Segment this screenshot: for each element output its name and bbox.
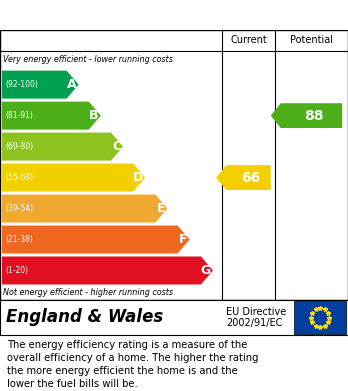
Text: (69-80): (69-80) (5, 142, 33, 151)
Text: The energy efficiency rating is a measure of the
overall efficiency of a home. T: The energy efficiency rating is a measur… (7, 340, 259, 389)
Text: Current: Current (230, 36, 267, 45)
Text: Potential: Potential (290, 36, 333, 45)
Text: (21-38): (21-38) (5, 235, 33, 244)
Polygon shape (2, 71, 79, 99)
Text: B: B (89, 109, 99, 122)
Text: (55-68): (55-68) (5, 173, 33, 182)
Text: G: G (201, 264, 211, 277)
Text: EU Directive
2002/91/EC: EU Directive 2002/91/EC (226, 307, 286, 328)
Text: 88: 88 (304, 109, 323, 123)
FancyBboxPatch shape (294, 301, 346, 334)
Polygon shape (2, 195, 167, 222)
Polygon shape (2, 102, 101, 129)
Polygon shape (2, 133, 123, 161)
Polygon shape (2, 226, 190, 253)
Polygon shape (271, 103, 342, 128)
Polygon shape (2, 163, 145, 192)
Text: D: D (133, 171, 143, 184)
Text: England & Wales: England & Wales (6, 308, 163, 326)
Text: C: C (112, 140, 121, 153)
Text: 66: 66 (241, 170, 260, 185)
Text: E: E (157, 202, 165, 215)
Text: Very energy efficient - lower running costs: Very energy efficient - lower running co… (3, 56, 173, 65)
Text: Energy Efficiency Rating: Energy Efficiency Rating (7, 7, 217, 23)
Text: Not energy efficient - higher running costs: Not energy efficient - higher running co… (3, 289, 173, 298)
Text: (1-20): (1-20) (5, 266, 28, 275)
Text: (39-54): (39-54) (5, 204, 33, 213)
Text: F: F (179, 233, 188, 246)
Polygon shape (216, 165, 271, 190)
Text: A: A (67, 78, 77, 91)
Text: (81-91): (81-91) (5, 111, 33, 120)
Text: (92-100): (92-100) (5, 80, 38, 89)
Polygon shape (2, 256, 213, 285)
